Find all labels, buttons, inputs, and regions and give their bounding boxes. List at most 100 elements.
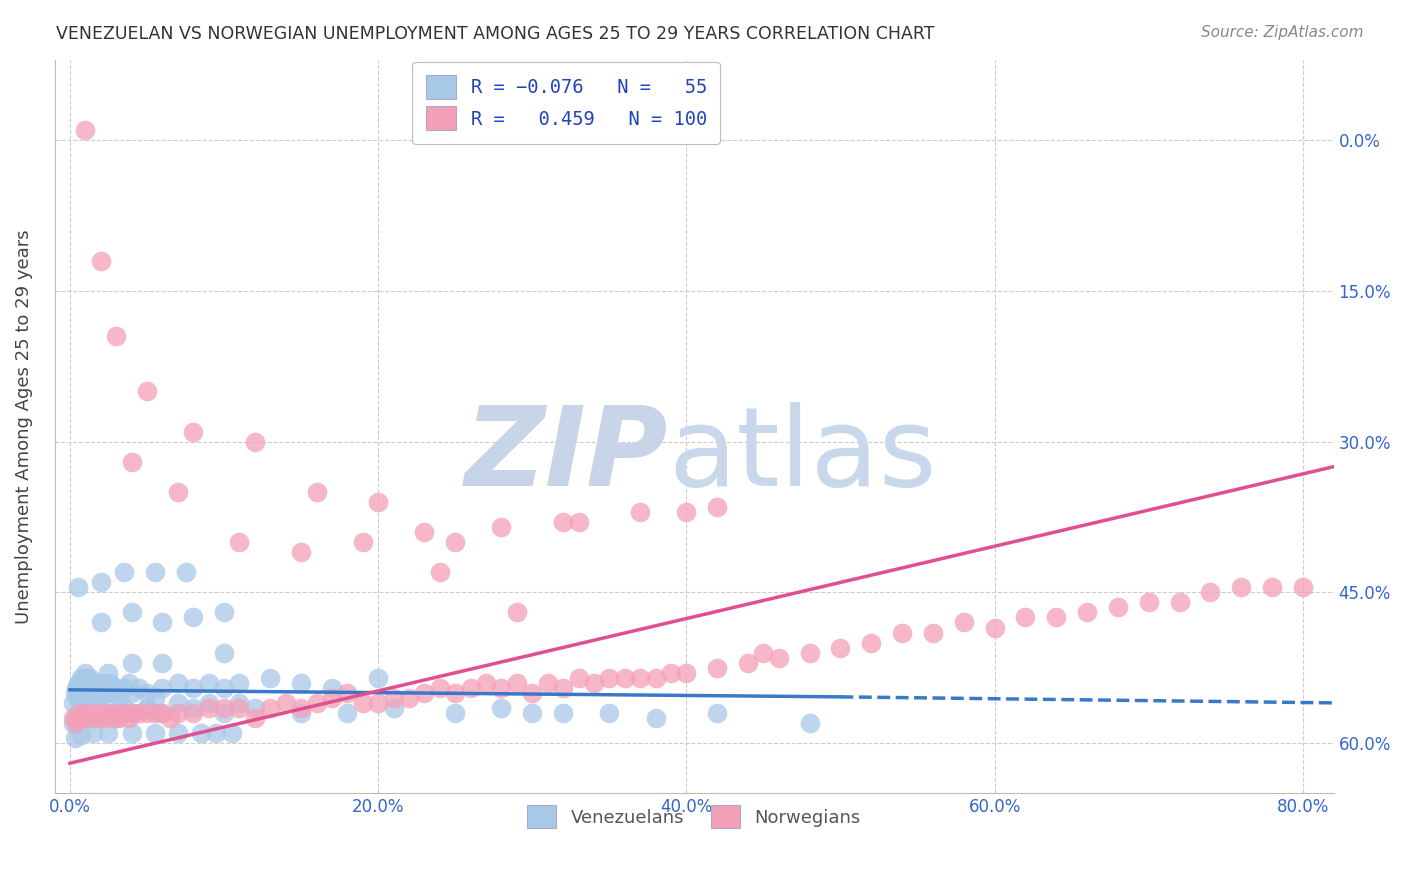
Point (65, 681, 87, 695)
Point (212, 706, 235, 720)
Point (506, 675, 529, 690)
Point (121, 706, 143, 720)
Point (75, 706, 97, 720)
Legend: Venezuelans, Norwegians: Venezuelans, Norwegians (520, 798, 868, 836)
Point (205, 726, 228, 740)
Point (675, 665, 697, 680)
Point (830, 640, 852, 655)
Point (66, 706, 89, 720)
Point (181, 425, 204, 439)
Point (197, 675, 219, 690)
Point (97, 665, 120, 680)
Point (321, 690, 343, 705)
Point (290, 675, 312, 690)
Point (522, 706, 544, 720)
Point (228, 701, 250, 715)
Y-axis label: Unemployment Among Ages 25 to 29 years: Unemployment Among Ages 25 to 29 years (15, 229, 32, 624)
Point (166, 706, 188, 720)
Point (367, 696, 389, 710)
Point (413, 524, 436, 539)
Point (398, 690, 420, 705)
Point (62, 716, 84, 731)
Point (799, 716, 821, 731)
Point (128, 706, 150, 720)
Point (243, 434, 266, 449)
Point (112, 706, 135, 720)
Point (143, 566, 166, 580)
Point (174, 566, 197, 580)
Point (598, 706, 620, 720)
Point (1076, 606, 1098, 620)
Point (75, 671, 97, 685)
Point (212, 646, 235, 660)
Point (105, 329, 128, 343)
Point (105, 681, 128, 695)
Point (117, 675, 139, 690)
Point (305, 484, 328, 499)
Point (159, 711, 181, 725)
Point (628, 505, 651, 519)
Point (90, 706, 112, 720)
Point (91, 681, 114, 695)
Point (1107, 600, 1129, 615)
Point (75, 704, 97, 718)
Point (644, 671, 666, 685)
Point (190, 726, 212, 740)
Point (197, 696, 219, 710)
Point (152, 615, 174, 630)
Point (101, 711, 124, 725)
Point (93, 708, 115, 723)
Point (506, 606, 529, 620)
Point (305, 696, 328, 710)
Point (72, 686, 94, 700)
Point (166, 696, 188, 710)
Point (69, 681, 91, 695)
Point (76, 686, 98, 700)
Point (444, 686, 467, 700)
Point (77, 681, 100, 695)
Point (143, 726, 166, 740)
Point (76, 675, 98, 690)
Point (90, 253, 112, 268)
Point (82, 706, 104, 720)
Point (80, 675, 103, 690)
Point (121, 686, 143, 700)
Point (212, 681, 235, 695)
Point (72, 675, 94, 690)
Point (444, 535, 467, 549)
Point (90, 575, 112, 590)
Point (274, 696, 297, 710)
Point (891, 625, 914, 640)
Point (136, 686, 159, 700)
Point (166, 484, 188, 499)
Point (166, 675, 188, 690)
Point (429, 566, 451, 580)
Point (73, 690, 96, 705)
Point (181, 701, 204, 715)
Point (429, 681, 451, 695)
Point (290, 701, 312, 715)
Point (860, 635, 883, 649)
Point (86, 681, 108, 695)
Point (551, 515, 574, 529)
Point (212, 606, 235, 620)
Point (613, 671, 636, 685)
Point (1137, 595, 1160, 609)
Point (598, 671, 620, 685)
Point (1045, 610, 1067, 624)
Point (983, 620, 1005, 634)
Point (90, 615, 112, 630)
Point (86, 711, 108, 725)
Point (259, 671, 281, 685)
Point (143, 706, 166, 720)
Point (181, 681, 204, 695)
Point (93, 711, 115, 725)
Point (1199, 585, 1222, 599)
Point (112, 681, 135, 695)
Point (290, 545, 312, 559)
Point (1014, 610, 1036, 624)
Point (105, 706, 128, 720)
Point (737, 656, 759, 670)
Point (63, 731, 86, 745)
Point (491, 701, 513, 715)
